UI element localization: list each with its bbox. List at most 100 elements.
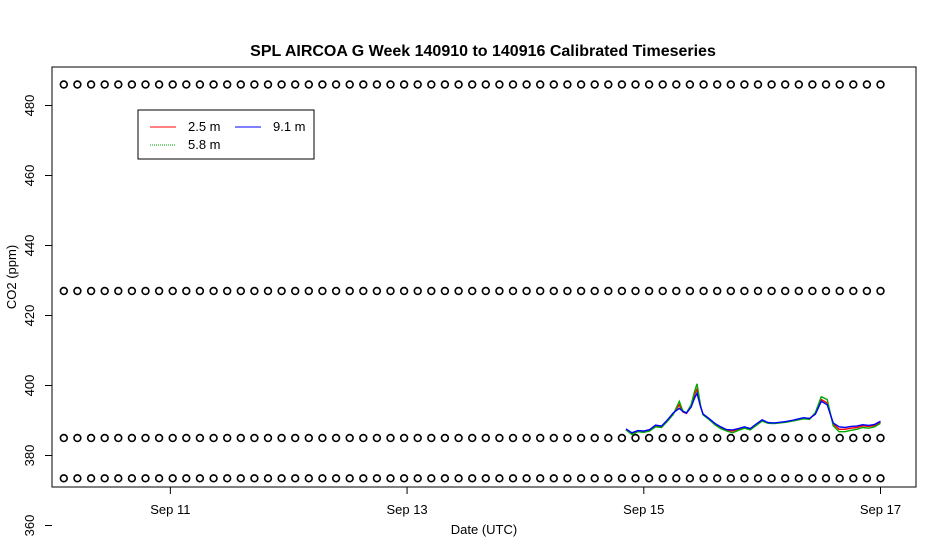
plot-frame bbox=[51, 66, 917, 488]
reference-marker-3-30 bbox=[468, 474, 477, 483]
reference-marker-0-5 bbox=[127, 80, 137, 89]
reference-marker-1-0 bbox=[59, 286, 68, 296]
reference-marker-3-16 bbox=[277, 474, 286, 483]
reference-marker-1-19 bbox=[318, 286, 327, 296]
reference-marker-3-52 bbox=[767, 474, 776, 483]
reference-marker-3-33 bbox=[508, 474, 518, 483]
reference-marker-0-0 bbox=[59, 80, 68, 89]
reference-marker-3-53 bbox=[780, 474, 790, 483]
reference-marker-0-51 bbox=[753, 80, 763, 89]
legend-label-9-1m: 9.1 m bbox=[273, 119, 306, 134]
reference-marker-1-34 bbox=[522, 286, 531, 296]
reference-marker-0-22 bbox=[359, 80, 368, 89]
reference-marker-0-41 bbox=[617, 80, 627, 89]
reference-marker-2-19 bbox=[318, 433, 327, 443]
reference-marker-0-27 bbox=[427, 80, 436, 89]
reference-marker-0-12 bbox=[223, 80, 232, 89]
reference-marker-3-37 bbox=[563, 474, 572, 483]
reference-marker-3-44 bbox=[658, 474, 667, 483]
reference-marker-2-45 bbox=[672, 433, 681, 443]
reference-marker-1-60 bbox=[876, 286, 885, 296]
reference-marker-3-23 bbox=[372, 474, 382, 483]
reference-marker-0-36 bbox=[549, 80, 558, 89]
reference-marker-2-7 bbox=[154, 433, 164, 443]
x-tick-label-1: Sep 13 bbox=[386, 502, 427, 517]
reference-marker-3-6 bbox=[141, 474, 150, 483]
x-tick-label-0: Sep 11 bbox=[150, 502, 190, 517]
reference-marker-1-13 bbox=[236, 286, 246, 296]
reference-marker-1-52 bbox=[767, 286, 776, 296]
reference-marker-0-57 bbox=[835, 80, 844, 89]
reference-marker-2-31 bbox=[481, 433, 490, 443]
reference-marker-1-48 bbox=[712, 286, 722, 296]
reference-marker-2-32 bbox=[495, 433, 504, 443]
y-tick-label-4: 440 bbox=[22, 235, 37, 257]
reference-marker-1-35 bbox=[535, 286, 545, 296]
reference-marker-3-50 bbox=[740, 474, 749, 483]
reference-marker-2-54 bbox=[794, 433, 803, 443]
x-axis-label: Date (UTC) bbox=[451, 522, 517, 537]
reference-marker-3-12 bbox=[223, 474, 232, 483]
series-line-5-8-m bbox=[625, 383, 881, 436]
reference-marker-2-27 bbox=[427, 433, 436, 443]
legend-label-2-5m: 2.5 m bbox=[188, 119, 221, 134]
reference-marker-3-28 bbox=[440, 474, 450, 483]
reference-marker-2-41 bbox=[617, 433, 627, 443]
reference-marker-2-49 bbox=[726, 433, 735, 443]
reference-marker-2-37 bbox=[563, 433, 572, 443]
reference-marker-0-11 bbox=[209, 80, 218, 89]
reference-marker-2-53 bbox=[780, 433, 790, 443]
reference-marker-0-60 bbox=[876, 80, 885, 89]
reference-marker-2-18 bbox=[304, 433, 313, 443]
reference-marker-2-33 bbox=[508, 433, 518, 443]
reference-marker-1-26 bbox=[413, 286, 422, 296]
reference-marker-2-9 bbox=[182, 433, 191, 443]
reference-marker-3-45 bbox=[672, 474, 681, 483]
reference-marker-3-22 bbox=[359, 474, 368, 483]
reference-marker-3-19 bbox=[318, 474, 327, 483]
reference-marker-0-45 bbox=[672, 80, 681, 89]
reference-marker-1-11 bbox=[209, 286, 218, 296]
reference-marker-3-9 bbox=[182, 474, 191, 483]
reference-marker-3-32 bbox=[495, 474, 504, 483]
reference-marker-0-7 bbox=[154, 80, 164, 89]
reference-marker-3-3 bbox=[100, 474, 109, 483]
reference-marker-2-46 bbox=[685, 433, 695, 443]
reference-marker-2-24 bbox=[386, 433, 395, 443]
reference-marker-3-43 bbox=[644, 474, 654, 483]
reference-marker-0-46 bbox=[685, 80, 695, 89]
reference-marker-0-49 bbox=[726, 80, 735, 89]
reference-marker-1-57 bbox=[835, 286, 844, 296]
reference-marker-3-8 bbox=[168, 474, 177, 483]
x-tick-label-2: Sep 15 bbox=[623, 502, 664, 517]
reference-marker-1-2 bbox=[86, 286, 96, 296]
reference-marker-0-42 bbox=[631, 80, 640, 89]
reference-marker-1-37 bbox=[563, 286, 572, 296]
reference-marker-3-56 bbox=[821, 474, 831, 483]
reference-marker-3-34 bbox=[522, 474, 531, 483]
reference-marker-2-2 bbox=[86, 433, 96, 443]
reference-marker-3-48 bbox=[712, 474, 722, 483]
reference-marker-1-36 bbox=[549, 286, 558, 296]
reference-marker-3-36 bbox=[549, 474, 558, 483]
reference-marker-0-15 bbox=[263, 80, 273, 89]
reference-marker-2-42 bbox=[631, 433, 640, 443]
reference-marker-0-3 bbox=[100, 80, 109, 89]
reference-marker-1-9 bbox=[182, 286, 191, 296]
x-axis: Sep 11 Sep 13 Sep 15 Sep 17 bbox=[150, 487, 901, 517]
reference-marker-2-16 bbox=[277, 433, 286, 443]
reference-marker-0-18 bbox=[304, 80, 313, 89]
reference-marker-1-33 bbox=[508, 286, 518, 296]
reference-marker-3-2 bbox=[86, 474, 96, 483]
reference-marker-0-26 bbox=[413, 80, 422, 89]
reference-marker-0-19 bbox=[318, 80, 327, 89]
reference-marker-0-25 bbox=[399, 80, 409, 89]
reference-marker-1-18 bbox=[304, 286, 313, 296]
y-tick-label-3: 420 bbox=[22, 305, 37, 327]
reference-marker-2-17 bbox=[291, 433, 300, 443]
reference-marker-2-50 bbox=[740, 433, 749, 443]
reference-marker-3-57 bbox=[835, 474, 844, 483]
reference-marker-3-46 bbox=[685, 474, 695, 483]
reference-marker-1-55 bbox=[808, 286, 817, 296]
